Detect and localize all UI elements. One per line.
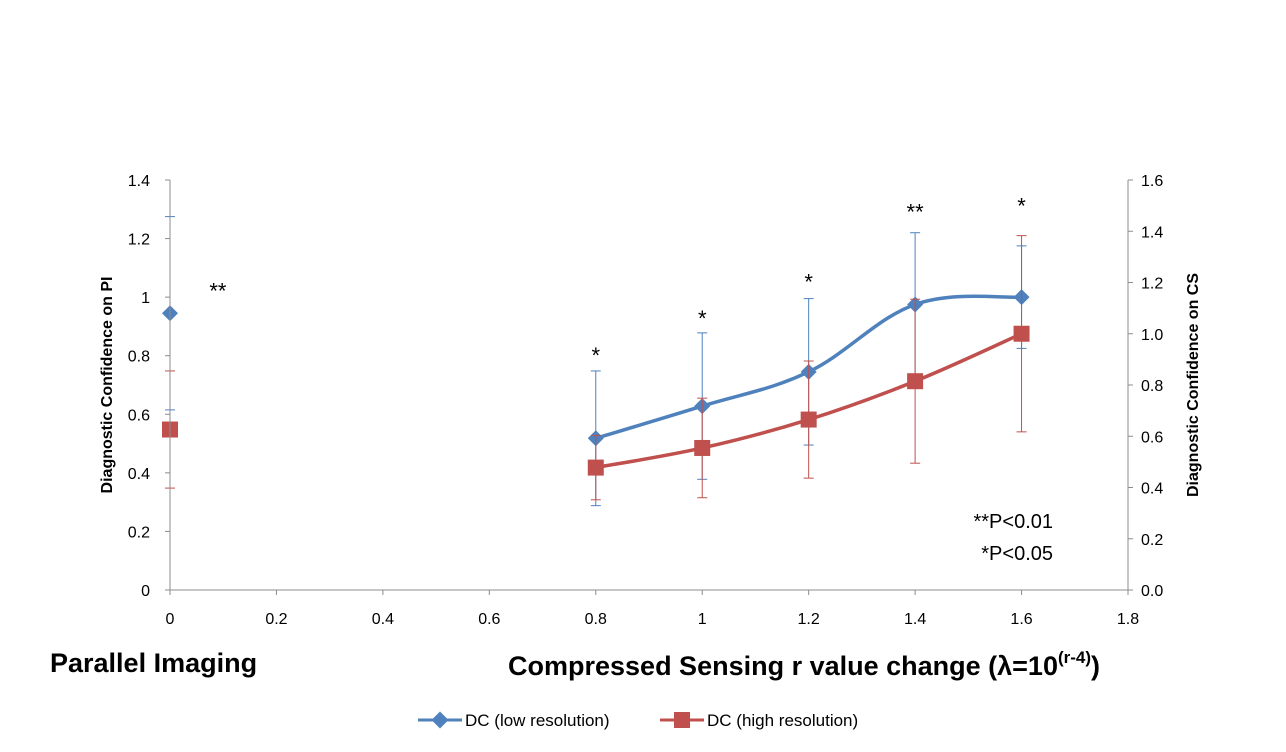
y-right-tick-label: 1.2 (1141, 276, 1163, 293)
cs-point-marker (907, 373, 924, 390)
p-note-001: **P<0.01 (973, 511, 1053, 533)
y-right-tick-label: 0.2 (1141, 532, 1163, 549)
significance-label: * (804, 270, 813, 295)
y-left-tick-label: 0.4 (128, 466, 150, 483)
x-tick-label: 1.6 (1010, 611, 1032, 628)
legend-marker-low (431, 711, 449, 729)
cs-point-marker (694, 439, 711, 456)
y-right-tick-label: 0.8 (1141, 378, 1163, 395)
legend: DC (low resolution) DC (high resolution) (418, 711, 858, 730)
y-right-tick-label: 0.4 (1141, 481, 1163, 498)
x-tick-label: 1.2 (798, 611, 820, 628)
p-note-005: *P<0.05 (981, 543, 1053, 565)
y-left-tick-label: 0.6 (128, 407, 150, 424)
y-left-axis-label: Diagnostic Confidence on PI (99, 277, 116, 494)
y-left-tick-label: 0.8 (128, 349, 150, 366)
left-axis: 0 0.2 0.4 0.6 0.8 1 1.2 1.4 (128, 173, 171, 600)
x-tick-label: 0.8 (585, 611, 607, 628)
y-left-tick-label: 0.2 (128, 524, 150, 541)
y-right-tick-label: 0.6 (1141, 429, 1163, 446)
compressed-sensing-caption: Compressed Sensing r value change (λ=10(… (508, 648, 1100, 681)
parallel-imaging-caption: Parallel Imaging (50, 648, 257, 678)
x-tick-label: 0.2 (265, 611, 287, 628)
caption-close: ) (1091, 651, 1100, 681)
x-tick-label: 0.6 (478, 611, 500, 628)
cs-point-marker (1013, 325, 1030, 342)
x-tick-label: 0.4 (372, 611, 394, 628)
significance-label: ** (209, 278, 227, 303)
series-high-resolution (162, 235, 1030, 501)
plot-area (162, 216, 1030, 507)
y-left-tick-label: 0 (141, 583, 150, 600)
y-right-tick-label: 1.6 (1141, 173, 1163, 190)
x-tick-label: 1 (698, 611, 707, 628)
legend-label-high: DC (high resolution) (707, 711, 858, 730)
cs-point-marker (587, 459, 604, 476)
x-tick-label: 1.8 (1117, 611, 1139, 628)
significance-label: * (1017, 193, 1026, 218)
significance-label: * (591, 343, 600, 368)
right-axis: 0.0 0.2 0.4 0.6 0.8 1.0 1.2 1.4 1.6 (1127, 173, 1163, 600)
significance-markers: ******* * (209, 193, 1026, 367)
y-left-tick-label: 1 (141, 290, 150, 307)
y-right-tick-label: 0.0 (1141, 583, 1163, 600)
y-left-tick-label: 1.4 (128, 173, 150, 190)
x-tick-label: 0 (166, 611, 175, 628)
x-axis: 0 0.2 0.4 0.6 0.8 1 1.2 1.4 1.6 1.8 (166, 589, 1139, 628)
caption-main: Compressed Sensing r value change (λ=10 (508, 651, 1058, 681)
significance-label: ** (907, 199, 925, 224)
legend-label-low: DC (low resolution) (465, 711, 610, 730)
significance-label: * (698, 306, 707, 331)
caption-superscript: (r-4) (1058, 648, 1091, 667)
x-tick-label: 1.4 (904, 611, 926, 628)
legend-marker-high (674, 712, 690, 728)
y-right-tick-label: 1.4 (1141, 224, 1163, 241)
cs-point-marker (800, 411, 817, 428)
y-right-tick-label: 1.0 (1141, 327, 1163, 344)
y-left-tick-label: 1.2 (128, 232, 150, 249)
y-right-axis-label: Diagnostic Confidence on CS (1185, 273, 1202, 497)
